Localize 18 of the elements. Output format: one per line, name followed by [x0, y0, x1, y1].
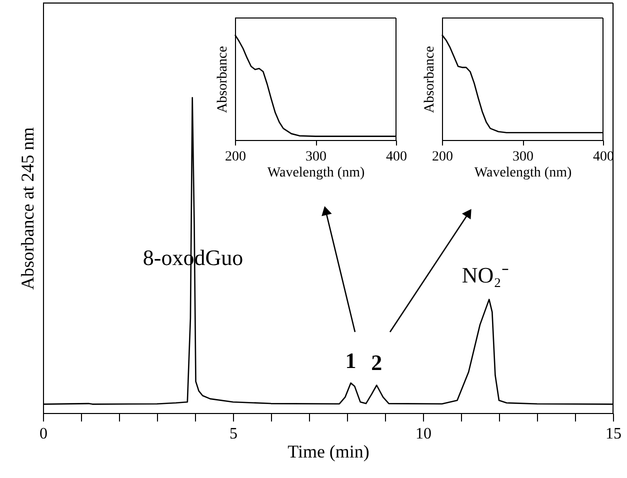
x-axis-title: Wavelength (nm) [474, 166, 572, 180]
x-tick-label: 5 [230, 426, 238, 442]
x-tick-label: 400 [386, 150, 407, 164]
x-tick-label: 10 [416, 426, 432, 442]
x-tick-label: 0 [40, 426, 48, 442]
annotation: 1 [345, 348, 356, 374]
y-axis-title: Absorbance [422, 46, 438, 113]
x-tick-label: 200 [225, 150, 246, 164]
x-tick-label: 200 [432, 150, 453, 164]
y-axis-title: Absorbance at 245 nm [18, 127, 38, 290]
x-axis-title: Wavelength (nm) [267, 166, 365, 180]
annotation: 2 [371, 350, 382, 376]
x-tick-label: 15 [606, 426, 622, 442]
x-tick-label: 300 [306, 150, 326, 164]
annotation: NO₂⁻ [462, 262, 508, 288]
y-axis-title: Absorbance [216, 46, 230, 113]
x-axis-title: Time (min) [288, 442, 370, 462]
x-tick-label: 300 [512, 150, 534, 164]
